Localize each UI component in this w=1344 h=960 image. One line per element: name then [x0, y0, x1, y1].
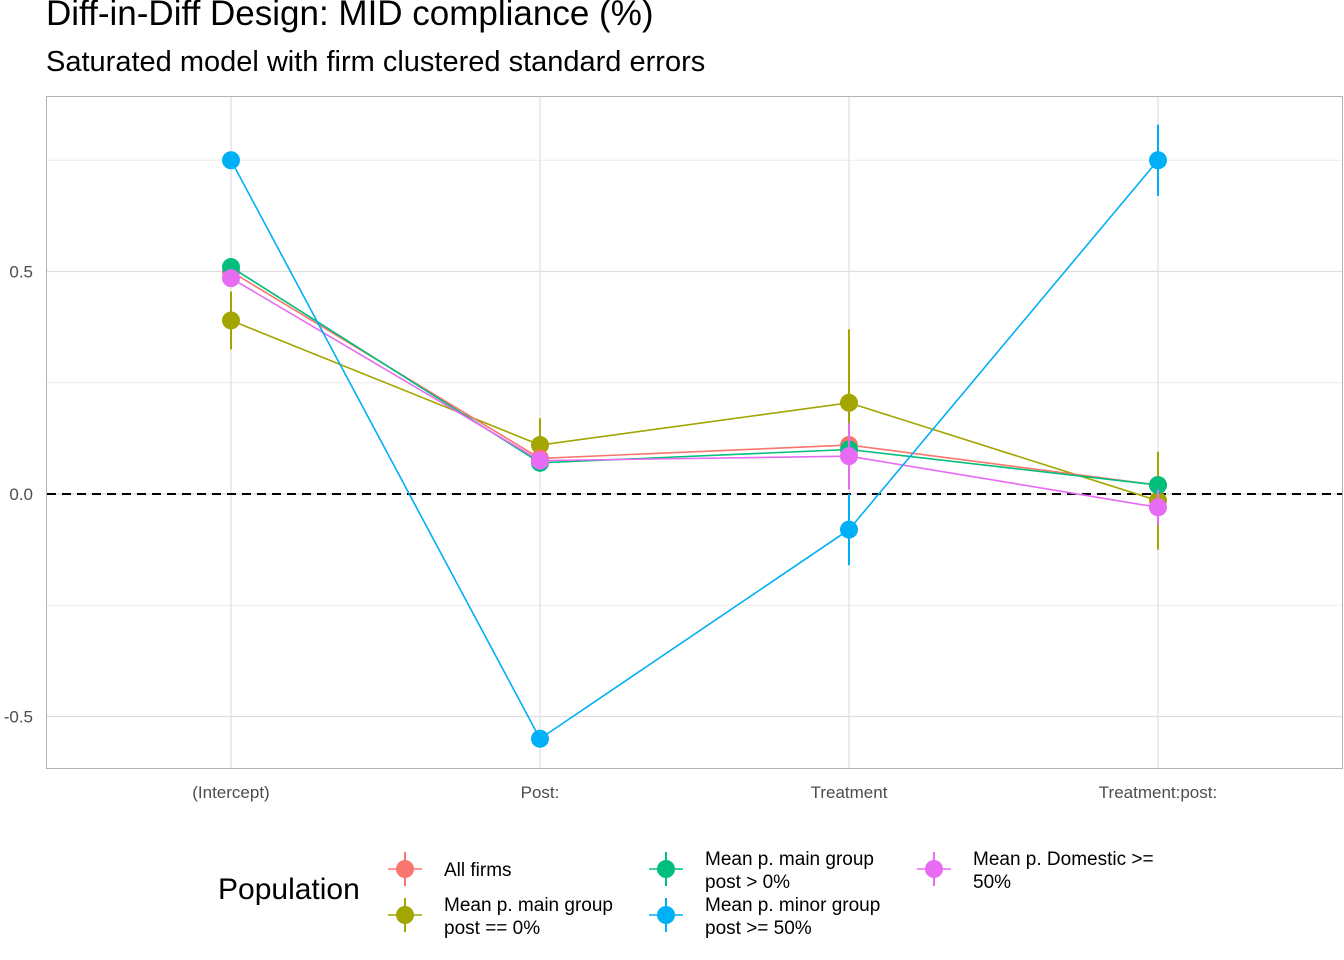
data-point [222, 269, 240, 288]
y-tick-label: -0.5 [4, 708, 33, 727]
data-point [222, 151, 240, 170]
legend-key-1 [388, 898, 422, 932]
plot-panel [46, 96, 1343, 769]
series-line [230, 277, 1159, 509]
data-point [840, 447, 858, 466]
series-1 [222, 291, 1167, 550]
axes: -0.5 0.0 0.5 (Intercept) Post: Treatment Treat… [4, 263, 1218, 803]
series-line [230, 159, 1159, 740]
chart-title: Diff-in-Diff Design: MID compliance (%) [46, 0, 654, 33]
legend-label: All firms [444, 860, 512, 881]
data-point [531, 451, 549, 470]
legend-title: Population [218, 873, 360, 906]
legend-label: Mean p. main group post > 0% [705, 849, 874, 893]
legend-key-point [396, 906, 414, 924]
series-layer [222, 124, 1167, 748]
data-point [222, 311, 240, 330]
legend-key-point [396, 860, 414, 878]
x-tick-label: Treatment [811, 783, 888, 802]
legend-key-point [657, 906, 675, 924]
x-tick-label: (Intercept) [192, 783, 269, 802]
x-tick-label: Post: [521, 783, 560, 802]
data-point [1149, 151, 1167, 170]
legend-key-0 [388, 852, 422, 886]
y-tick-label: 0.0 [9, 485, 33, 504]
data-point [840, 520, 858, 539]
series-4 [222, 269, 1167, 526]
legend-label: Mean p. Domestic >= 50% [973, 849, 1154, 893]
data-point [531, 729, 549, 748]
data-point [531, 436, 549, 455]
legend-key-point [925, 860, 943, 878]
data-point [840, 393, 858, 412]
legend-key-4 [917, 852, 951, 886]
series-line [230, 319, 1159, 502]
legend-key-2 [649, 852, 683, 886]
y-tick-label: 0.5 [9, 263, 33, 282]
legend-key-3 [649, 898, 683, 932]
chart-subtitle: Saturated model with firm clustered stan… [46, 46, 706, 78]
legend-key-point [657, 860, 675, 878]
legend-label: Mean p. main group post == 0% [444, 895, 613, 939]
legend-keys [388, 852, 951, 932]
series-line [230, 270, 1159, 486]
series-line [230, 266, 1159, 486]
data-point [1149, 476, 1167, 495]
legend-label: Mean p. minor group post >= 50% [705, 895, 881, 939]
data-point [1149, 498, 1167, 517]
x-tick-label: Treatment:post: [1099, 783, 1217, 802]
grid [47, 97, 1342, 768]
series-3 [222, 124, 1167, 748]
